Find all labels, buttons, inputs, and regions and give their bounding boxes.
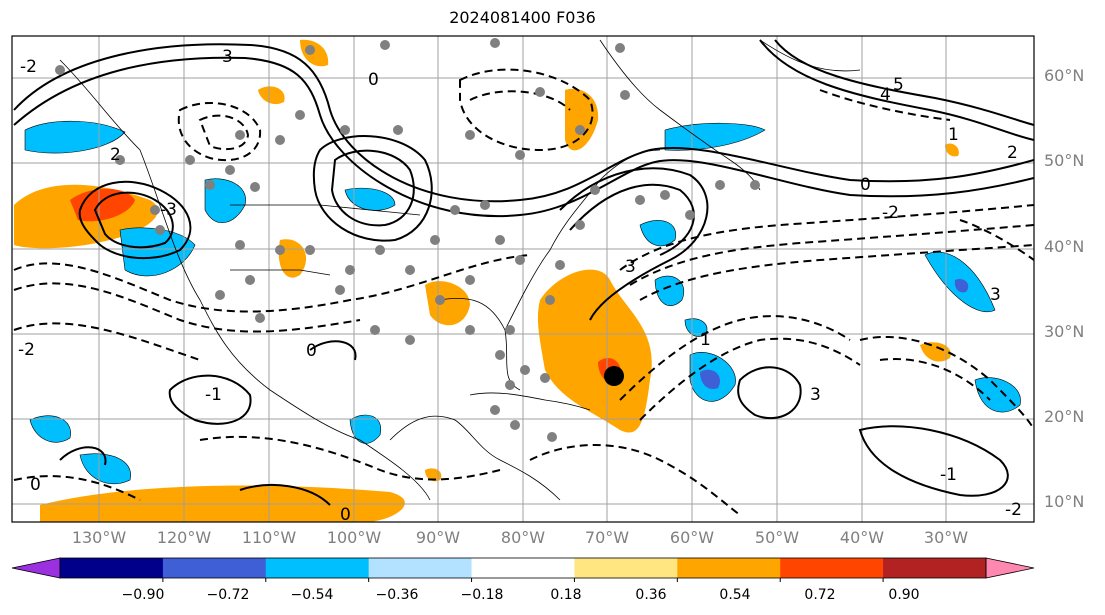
- contour-label: 1: [948, 125, 959, 145]
- lat-label: 50°N: [1044, 151, 1085, 170]
- lat-label: 20°N: [1044, 407, 1085, 426]
- lon-label: 110°W: [241, 528, 297, 547]
- lon-label: 60°W: [669, 528, 715, 547]
- contour-label: -1: [940, 465, 957, 485]
- map-title: 2024081400 F036: [449, 8, 596, 27]
- colorbar: [11, 557, 1035, 582]
- colorbar-segment: [883, 558, 987, 578]
- dashed-contours: [13, 68, 1034, 516]
- colorbar-min-extend: [11, 557, 61, 579]
- colorbar-tick-label: −0.72: [206, 587, 250, 603]
- lon-label: 30°W: [923, 528, 969, 547]
- colorbar-segment: [265, 558, 370, 578]
- contour-label: 1: [700, 330, 711, 350]
- strong-negative-shading: [700, 279, 969, 390]
- colorbar-segment: [60, 558, 164, 578]
- lat-label: 40°N: [1044, 237, 1085, 256]
- contour-label: 2: [1007, 143, 1018, 163]
- colorbar-tick-label: −0.36: [375, 587, 419, 603]
- contour-label: 0: [860, 175, 871, 195]
- contour-label: -1: [205, 385, 222, 405]
- contour-label: 3: [810, 385, 821, 405]
- contour-label: 3: [222, 47, 233, 67]
- colorbar-tick-label: 0.54: [719, 587, 751, 603]
- colorbar-tick-label: 0.18: [550, 587, 582, 603]
- lon-label: 120°W: [156, 528, 212, 547]
- contour-label: -2: [18, 340, 35, 360]
- colorbar-segment: [574, 558, 678, 578]
- colorbar-segment: [780, 558, 884, 578]
- contour-label: 5: [893, 75, 904, 95]
- colorbar-outline: [59, 557, 987, 579]
- colorbar-segment: [368, 558, 473, 578]
- lat-label: 10°N: [1044, 492, 1085, 511]
- lat-label: 60°N: [1044, 66, 1085, 85]
- lat-label: 30°N: [1044, 322, 1085, 341]
- contour-label: -2: [1005, 500, 1022, 520]
- solid-contours: [13, 39, 1034, 506]
- lon-label: 130°W: [71, 528, 127, 547]
- colorbar-tick-label: 0.72: [804, 587, 836, 603]
- colorbar-tick-label: 0.90: [888, 587, 920, 603]
- lon-label: 50°W: [754, 528, 800, 547]
- colorbar-tick-label: −0.18: [460, 587, 504, 603]
- map-content: 3 0 -2 2 -3 5 4 1 2 -2 3 0 -2 1 0 -1 0 0…: [12, 36, 1034, 525]
- lon-label: 90°W: [415, 528, 461, 547]
- contour-label: -2: [20, 57, 37, 77]
- contour-labels: 3 0 -2 2 -3 5 4 1 2 -2 3 0 -2 1 0 -1 0 0…: [18, 47, 1022, 525]
- contour-label: 0: [368, 70, 379, 90]
- contour-label: 0: [340, 505, 351, 525]
- observation-stations: [55, 38, 760, 442]
- colorbar-segment: [471, 558, 575, 578]
- contour-label: -2: [882, 203, 899, 223]
- lon-label: 40°W: [839, 528, 885, 547]
- contour-label: 4: [880, 85, 891, 105]
- contour-label: 0: [30, 475, 41, 495]
- storm-center-marker: [604, 366, 624, 386]
- map-border: [11, 35, 1035, 523]
- lon-label: 100°W: [326, 528, 382, 547]
- colorbar-tick-label: −0.54: [290, 587, 334, 603]
- colorbar-max-extend: [985, 557, 1035, 579]
- lon-label: 70°W: [584, 528, 630, 547]
- colorbar-tick-label: 0.36: [635, 587, 667, 603]
- colorbar-segment: [677, 558, 781, 578]
- contour-label: 3: [625, 257, 636, 277]
- contour-label: 2: [110, 145, 121, 165]
- contour-label: -3: [160, 200, 177, 220]
- contour-label: 0: [306, 341, 317, 361]
- lon-label: 80°W: [500, 528, 546, 547]
- colorbar-tick-label: −0.90: [121, 587, 165, 603]
- contour-label: 3: [990, 285, 1001, 305]
- colorbar-segment: [162, 558, 267, 578]
